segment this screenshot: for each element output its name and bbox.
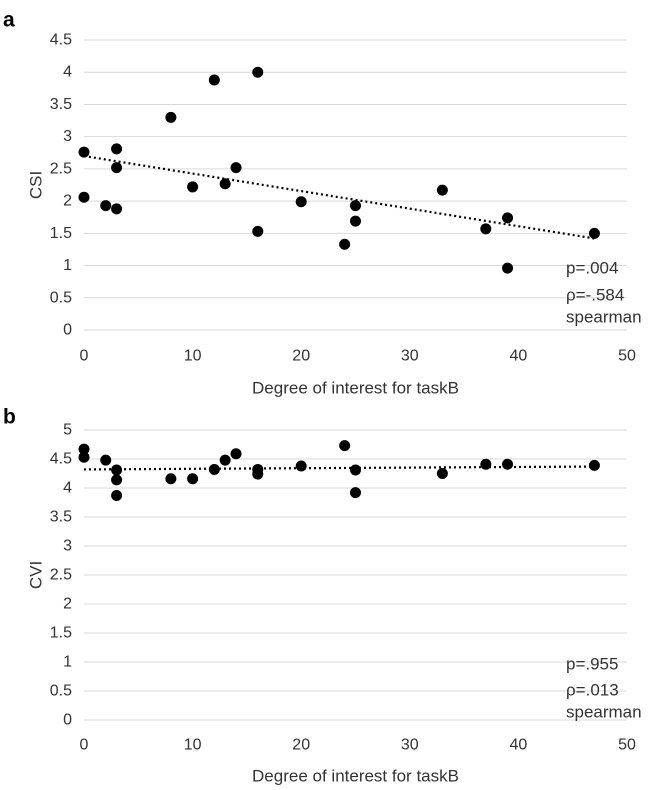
data-point <box>111 143 123 155</box>
data-point <box>252 225 264 237</box>
data-point <box>480 223 492 235</box>
data-point <box>78 451 90 463</box>
data-point <box>100 454 112 466</box>
y-tick-label: 3 <box>63 128 72 145</box>
y-tick-label: 3.5 <box>50 96 72 113</box>
data-point <box>502 262 514 274</box>
data-point <box>295 196 307 208</box>
y-tick-label: 2 <box>63 596 72 613</box>
x-tick-label: 0 <box>80 348 89 365</box>
y-tick-label: 1.5 <box>50 625 72 642</box>
trend-line <box>83 465 595 471</box>
y-tick-label: 4 <box>63 480 72 497</box>
data-point <box>502 212 514 224</box>
data-point <box>295 460 307 472</box>
chart-panel-b: b00.511.522.533.544.550 10 20 30 40 50Degree … <box>3 406 642 786</box>
x-tick-label: 10 <box>184 737 202 754</box>
data-point <box>436 184 448 196</box>
y-tick-label: 0 <box>63 322 72 339</box>
x-axis-title: Degree of interest for taskB <box>252 379 459 398</box>
x-tick-label: 30 <box>401 737 419 754</box>
data-point <box>350 487 361 499</box>
y-tick-label: 0 <box>63 712 72 729</box>
x-tick-label: 10 <box>184 348 202 365</box>
data-point <box>100 200 112 212</box>
data-point <box>187 181 199 193</box>
x-tick-label: 0 <box>80 737 89 754</box>
x-axis-title: Degree of interest for taskB <box>252 767 459 786</box>
panel-label: b <box>3 406 16 429</box>
y-tick-label: 2 <box>63 193 72 210</box>
stat-annotation: ρ=.013 <box>566 681 619 700</box>
x-tick-label: 50 <box>618 348 636 365</box>
x-tick-label: 30 <box>401 348 419 365</box>
y-tick-label: 0.5 <box>50 289 72 306</box>
data-point <box>187 473 199 485</box>
data-point <box>111 203 123 215</box>
data-point <box>208 74 220 86</box>
y-tick-label: 4.5 <box>50 451 72 468</box>
y-axis-title: CSI <box>27 171 46 199</box>
y-tick-label: 1.5 <box>50 225 72 242</box>
panel-label: a <box>3 9 15 32</box>
data-point <box>165 111 177 123</box>
data-point <box>208 463 220 475</box>
data-point <box>350 464 361 476</box>
x-tick-label: 20 <box>292 348 310 365</box>
x-tick-label: 50 <box>618 737 636 754</box>
data-point <box>219 178 231 190</box>
data-point <box>78 191 90 203</box>
y-tick-label: 4 <box>63 64 72 81</box>
data-point <box>588 459 600 471</box>
data-point <box>219 454 231 466</box>
data-point <box>165 473 177 485</box>
data-point <box>588 227 600 239</box>
y-tick-label: 1 <box>63 654 72 671</box>
y-tick-label: 5 <box>63 422 72 439</box>
data-point <box>436 468 448 479</box>
data-point <box>78 146 90 158</box>
data-point <box>502 458 514 470</box>
y-tick-label: 1 <box>63 257 72 274</box>
y-tick-label: 0.5 <box>50 683 72 700</box>
stat-annotation: p=.004 <box>566 259 618 278</box>
data-point <box>111 490 123 502</box>
y-tick-label: 3 <box>63 538 72 555</box>
data-point <box>230 448 242 460</box>
data-point <box>252 66 264 78</box>
trend-line <box>83 154 595 240</box>
stat-annotation: spearman <box>566 703 642 722</box>
x-tick-label: 40 <box>510 348 528 365</box>
y-tick-label: 2.5 <box>50 567 72 584</box>
data-point <box>350 200 361 212</box>
data-point <box>339 440 351 452</box>
chart-panel-a: a 0 0.5 1 1.5 2 2.5 3 3.5 4 4.5 0 10 20 30 40 50 Degree o… <box>3 9 642 398</box>
data-point <box>480 458 492 470</box>
stat-annotation: p=.955 <box>566 655 618 674</box>
data-point <box>339 238 351 250</box>
data-point <box>230 162 242 174</box>
stat-annotation: ρ=-.584 <box>566 286 624 305</box>
data-point <box>111 474 123 486</box>
data-point <box>350 215 361 227</box>
y-axis-title: CVI <box>27 561 46 589</box>
y-tick-label: 4.5 <box>50 32 72 49</box>
data-point <box>252 468 264 480</box>
data-point <box>111 162 123 174</box>
y-tick-label: 3.5 <box>50 509 72 526</box>
stat-annotation: spearman <box>566 308 642 327</box>
y-tick-label: 2.5 <box>50 160 72 177</box>
x-tick-label: 20 <box>292 737 310 754</box>
data-point <box>111 464 123 476</box>
x-tick-label: 40 <box>510 737 528 754</box>
data-point <box>78 443 90 455</box>
